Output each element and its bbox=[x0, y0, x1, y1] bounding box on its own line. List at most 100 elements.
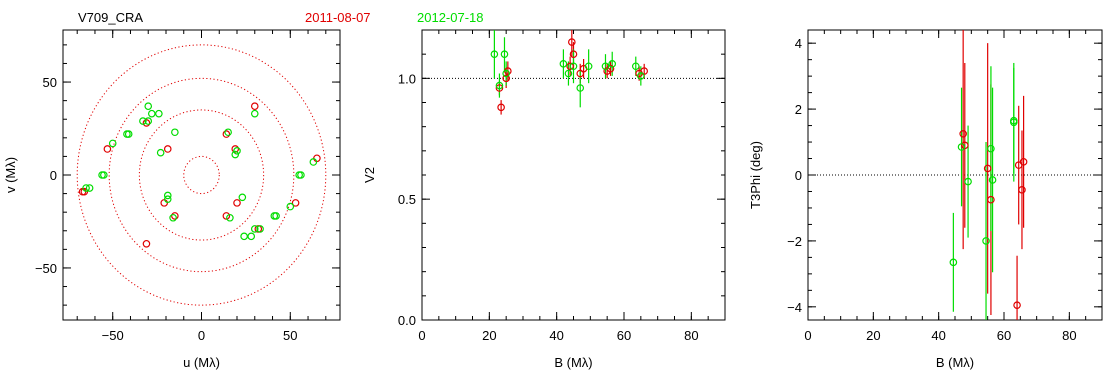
uv-data-point bbox=[171, 212, 179, 220]
uv-data-point bbox=[250, 102, 259, 111]
uv-data-point bbox=[238, 193, 247, 202]
v2-y-tick-label: 0.5 bbox=[398, 192, 416, 207]
t3phi-y-tick-label: −2 bbox=[787, 234, 802, 249]
t3phi-data-point bbox=[988, 176, 997, 184]
uv-data-point bbox=[147, 109, 156, 118]
v2-data-point bbox=[631, 62, 640, 71]
uv-data-point bbox=[163, 191, 172, 200]
v2-x-axis-label: B (Mλ) bbox=[554, 355, 592, 370]
uv-data-point bbox=[160, 199, 169, 207]
uv-data-point bbox=[163, 145, 172, 153]
uv-baseline-circle bbox=[108, 77, 295, 273]
t3phi-y-tick-label: 4 bbox=[795, 36, 802, 51]
uv-x-tick-label: 0 bbox=[198, 328, 205, 343]
v2-data-point bbox=[584, 62, 593, 71]
uv-data-point bbox=[156, 148, 165, 157]
t3phi-data-point bbox=[987, 195, 995, 204]
uv-data-point bbox=[124, 130, 133, 138]
uv-baseline-circle bbox=[76, 44, 327, 306]
v2-x-tick-label: 40 bbox=[549, 328, 563, 343]
uv-data-point bbox=[231, 150, 240, 159]
uv-y-tick-label: −50 bbox=[35, 261, 57, 276]
t3phi-data-point bbox=[949, 258, 958, 267]
v2-y-tick-label: 1.0 bbox=[398, 71, 416, 86]
uv-data-point bbox=[250, 225, 259, 233]
uv-x-axis-label: u (Mλ) bbox=[183, 355, 220, 370]
uv-data-point bbox=[108, 139, 117, 148]
t3phi-x-tick-label: 40 bbox=[931, 328, 945, 343]
t3phi-data-point bbox=[959, 130, 967, 138]
uv-data-point bbox=[171, 128, 179, 137]
uv-data-point bbox=[80, 187, 89, 196]
uv-data-point bbox=[295, 171, 303, 179]
v2-data-point bbox=[495, 84, 504, 92]
t3phi-data-point bbox=[1009, 116, 1018, 125]
uv-data-point bbox=[163, 195, 172, 203]
uv-coverage-panel: −50 0 50 −50 0 50 u (Mλ) v (Mλ) bbox=[3, 29, 341, 370]
t3phi-x-tick-label: 0 bbox=[804, 328, 811, 343]
v2-data-point bbox=[566, 62, 574, 71]
uv-data-point bbox=[233, 199, 241, 207]
v2-x-tick-label: 80 bbox=[684, 328, 698, 343]
t3phi-data-point bbox=[1019, 158, 1028, 166]
v2-data-point bbox=[576, 84, 585, 92]
uv-data-point bbox=[291, 199, 300, 207]
t3phi-data-point bbox=[987, 144, 995, 153]
uv-baseline-circle bbox=[183, 155, 220, 195]
uv-data-point bbox=[250, 109, 259, 118]
v2-panel: 0 20 40 60 80 0.0 0.5 1.0 B (Mλ) V2 bbox=[362, 29, 726, 370]
v2-data-point bbox=[564, 69, 573, 78]
uv-data-point bbox=[139, 117, 147, 125]
t3phi-x-axis-label: B (Mλ) bbox=[936, 355, 974, 370]
uv-x-tick-label: −50 bbox=[102, 328, 124, 343]
uv-x-tick-label: 50 bbox=[283, 328, 297, 343]
t3phi-x-tick-label: 60 bbox=[997, 328, 1011, 343]
uv-data-point bbox=[155, 109, 163, 118]
uv-data-point bbox=[222, 130, 231, 138]
uv-data-point bbox=[256, 225, 264, 233]
t3phi-y-tick-label: 2 bbox=[795, 102, 802, 117]
t3phi-data-point bbox=[983, 164, 992, 173]
t3phi-data-point bbox=[1013, 301, 1021, 309]
t3phi-y-tick-label: −4 bbox=[787, 300, 802, 315]
uv-data-point bbox=[226, 213, 234, 222]
v2-y-tick-label: 0.0 bbox=[398, 313, 416, 328]
uv-data-point bbox=[142, 239, 151, 248]
t3phi-x-tick-label: 80 bbox=[1062, 328, 1076, 343]
t3phi-data-layer bbox=[949, 30, 1028, 320]
uv-y-tick-label: 0 bbox=[50, 168, 57, 183]
uv-data-point bbox=[144, 117, 153, 125]
v2-data-point bbox=[569, 62, 578, 71]
v2-data-point bbox=[495, 81, 504, 90]
v2-data-point bbox=[559, 60, 568, 68]
v2-data-point bbox=[500, 50, 509, 58]
t3phi-data-point bbox=[1018, 186, 1026, 194]
uv-data-point bbox=[144, 102, 153, 111]
v2-x-tick-label: 0 bbox=[418, 328, 425, 343]
t3phi-panel: 0 20 40 60 80 −4 −2 0 2 4 B (Mλ) T3Phi (deg) bbox=[748, 29, 1103, 370]
uv-data-point bbox=[98, 171, 106, 179]
uv-data-point bbox=[231, 145, 240, 153]
v2-x-tick-label: 20 bbox=[482, 328, 496, 343]
v2-data-point bbox=[497, 103, 505, 112]
v2-data-layer bbox=[490, 30, 649, 115]
v2-data-point bbox=[490, 50, 499, 58]
date-label-2011: 2011-08-07 bbox=[305, 10, 371, 25]
uv-data-point bbox=[169, 213, 177, 222]
uv-data-point bbox=[286, 202, 295, 211]
v2-data-point bbox=[608, 60, 617, 68]
uv-baseline-circle bbox=[138, 109, 265, 241]
uv-data-point bbox=[103, 145, 112, 153]
v2-data-point bbox=[502, 74, 510, 83]
v2-data-point bbox=[637, 72, 645, 80]
v2-data-point bbox=[569, 50, 578, 58]
uv-frame bbox=[62, 29, 341, 321]
uv-y-tick-label: 50 bbox=[43, 75, 57, 90]
t3phi-data-point bbox=[964, 177, 972, 186]
uv-data-point bbox=[247, 232, 256, 241]
uv-data-point bbox=[313, 154, 321, 163]
date-label-2012: 2012-07-18 bbox=[417, 10, 484, 25]
v2-y-axis-label: V2 bbox=[362, 167, 377, 183]
uv-data-point bbox=[82, 184, 90, 192]
